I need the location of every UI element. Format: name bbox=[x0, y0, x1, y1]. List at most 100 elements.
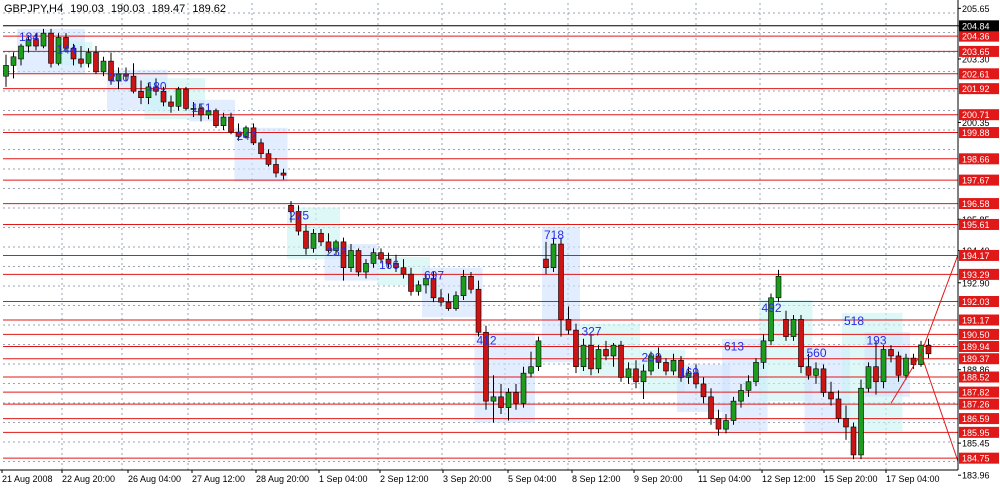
candle-bearish[interactable] bbox=[400, 259, 407, 279]
candle-bullish[interactable] bbox=[903, 353, 909, 380]
candle-bearish[interactable] bbox=[340, 237, 347, 281]
candle-bullish[interactable] bbox=[528, 351, 534, 378]
candle-bearish[interactable] bbox=[138, 80, 144, 105]
candle-bullish[interactable] bbox=[453, 291, 459, 311]
candle-bullish[interactable] bbox=[243, 125, 249, 139]
candle-bearish[interactable] bbox=[250, 123, 257, 146]
candle-bullish[interactable] bbox=[460, 269, 467, 300]
candle-bullish[interactable] bbox=[115, 67, 122, 90]
candle-bearish[interactable] bbox=[70, 43, 77, 66]
candle-bearish[interactable] bbox=[93, 46, 99, 75]
candle-bullish[interactable] bbox=[18, 43, 24, 66]
candle-bearish[interactable] bbox=[228, 112, 234, 135]
candle-bullish[interactable] bbox=[490, 375, 497, 423]
candle-bullish[interactable] bbox=[175, 86, 182, 111]
candle-bullish[interactable] bbox=[640, 364, 647, 399]
candle-bullish[interactable] bbox=[535, 336, 542, 372]
candle-bullish[interactable] bbox=[865, 362, 872, 393]
candle-bearish[interactable] bbox=[355, 248, 362, 277]
candle-bearish[interactable] bbox=[385, 252, 392, 268]
candle-bearish[interactable] bbox=[873, 340, 879, 395]
candle-bearish[interactable] bbox=[393, 254, 399, 273]
candle-bearish[interactable] bbox=[78, 46, 84, 68]
candle-bullish[interactable] bbox=[85, 48, 92, 68]
candle-bullish[interactable] bbox=[775, 269, 782, 303]
candle-bullish[interactable] bbox=[790, 315, 797, 341]
candle-bearish[interactable] bbox=[588, 334, 594, 376]
candle-bullish[interactable] bbox=[145, 82, 152, 105]
candle-bearish[interactable] bbox=[700, 377, 707, 404]
candle-bearish[interactable] bbox=[438, 289, 444, 307]
candle-bearish[interactable] bbox=[783, 310, 789, 341]
candle-bullish[interactable] bbox=[520, 366, 527, 408]
candle-bullish[interactable] bbox=[580, 338, 587, 372]
candle-bearish[interactable] bbox=[108, 52, 114, 85]
candle-bearish[interactable] bbox=[678, 355, 684, 382]
candle-bearish[interactable] bbox=[160, 86, 167, 107]
candle-bearish[interactable] bbox=[618, 340, 624, 382]
candle-bearish[interactable] bbox=[603, 340, 609, 361]
candle-bearish[interactable] bbox=[475, 280, 482, 337]
candle-bullish[interactable] bbox=[648, 351, 654, 376]
candle-bearish[interactable] bbox=[828, 381, 834, 406]
candle-bullish[interactable] bbox=[880, 345, 887, 389]
candle-bearish[interactable] bbox=[663, 358, 669, 376]
candle-bearish[interactable] bbox=[235, 123, 242, 141]
candle-bullish[interactable] bbox=[190, 101, 197, 118]
candle-bullish[interactable] bbox=[610, 343, 617, 367]
candle-bullish[interactable] bbox=[760, 334, 767, 369]
candle-bullish[interactable] bbox=[415, 280, 422, 296]
candle-bearish[interactable] bbox=[295, 205, 302, 236]
candle-bearish[interactable] bbox=[430, 272, 437, 303]
candle-bearish[interactable] bbox=[798, 315, 804, 374]
candle-bearish[interactable] bbox=[498, 383, 504, 415]
candle-bullish[interactable] bbox=[685, 366, 692, 384]
candle-bearish[interactable] bbox=[888, 345, 894, 363]
candle-bearish[interactable] bbox=[288, 200, 294, 223]
candle-bearish[interactable] bbox=[895, 351, 902, 382]
candle-bullish[interactable] bbox=[625, 362, 632, 384]
candle-bullish[interactable] bbox=[550, 237, 557, 273]
candle-bullish[interactable] bbox=[100, 56, 107, 77]
candle-bullish[interactable] bbox=[595, 345, 602, 374]
candle-bearish[interactable] bbox=[123, 67, 129, 81]
candle-bullish[interactable] bbox=[3, 54, 9, 87]
candle-bearish[interactable] bbox=[565, 306, 572, 335]
candle-bearish[interactable] bbox=[273, 157, 279, 178]
candle-bullish[interactable] bbox=[10, 52, 17, 79]
candle-bullish[interactable] bbox=[745, 375, 752, 397]
candle-bearish[interactable] bbox=[805, 353, 812, 380]
candle-bearish[interactable] bbox=[63, 33, 69, 53]
candle-bearish[interactable] bbox=[820, 364, 827, 397]
candle-bullish[interactable] bbox=[220, 112, 227, 130]
candle-bearish[interactable] bbox=[850, 422, 857, 460]
candle-bullish[interactable] bbox=[813, 362, 819, 384]
candle-bearish[interactable] bbox=[265, 149, 272, 167]
candle-bearish[interactable] bbox=[213, 108, 219, 128]
candle-bearish[interactable] bbox=[558, 237, 564, 337]
candle-bearish[interactable] bbox=[715, 409, 722, 436]
candle-bearish[interactable] bbox=[483, 325, 489, 410]
candle-bearish[interactable] bbox=[198, 104, 204, 122]
candle-bearish[interactable] bbox=[543, 241, 549, 275]
candle-bullish[interactable] bbox=[730, 396, 737, 425]
candle-bearish[interactable] bbox=[318, 228, 324, 247]
candle-bearish[interactable] bbox=[48, 28, 54, 68]
candle-bearish[interactable] bbox=[573, 323, 579, 374]
candle-bullish[interactable] bbox=[753, 358, 759, 387]
candle-bearish[interactable] bbox=[693, 364, 699, 389]
candle-bullish[interactable] bbox=[423, 274, 429, 294]
candle-bullish[interactable] bbox=[55, 33, 62, 66]
candle-bearish[interactable] bbox=[835, 390, 842, 423]
candle-bullish[interactable] bbox=[738, 383, 744, 408]
candle-bearish[interactable] bbox=[925, 338, 932, 359]
candle-bullish[interactable] bbox=[205, 106, 212, 120]
candle-bearish[interactable] bbox=[33, 33, 39, 51]
candle-bearish[interactable] bbox=[843, 405, 849, 440]
candle-bearish[interactable] bbox=[130, 63, 137, 94]
candle-bearish[interactable] bbox=[280, 168, 287, 180]
candle-bearish[interactable] bbox=[303, 224, 309, 255]
candle-bullish[interactable] bbox=[310, 228, 317, 253]
candle-bearish[interactable] bbox=[325, 233, 332, 253]
